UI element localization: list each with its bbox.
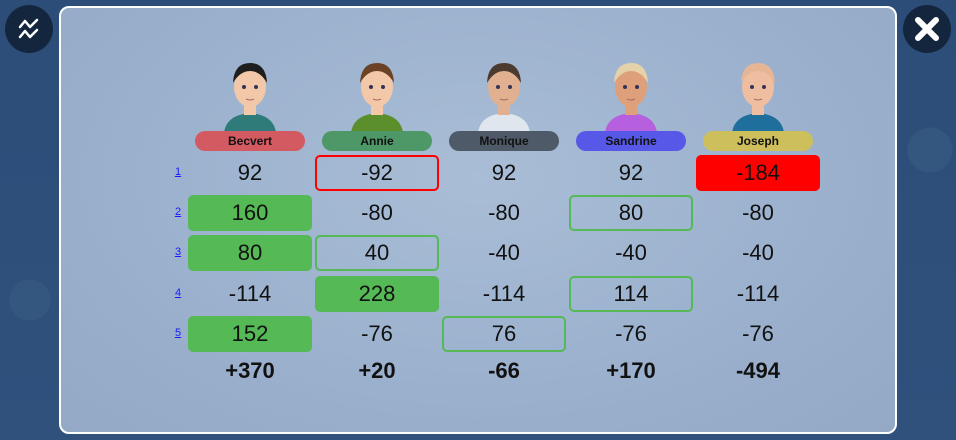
score-cell: -114	[482, 281, 526, 306]
score-cell: -40	[742, 240, 774, 265]
chart-button[interactable]	[5, 5, 53, 53]
chart-icon	[18, 18, 39, 39]
score-cell: 40	[315, 235, 439, 271]
player-avatar	[591, 55, 671, 133]
player-name-annie: Annie	[322, 131, 432, 151]
score-cell: -80	[488, 200, 520, 225]
round-link[interactable]: 4	[174, 287, 182, 299]
score-cell: -80	[742, 200, 774, 225]
score-cell: 114	[569, 276, 693, 312]
player-name-sandrine: Sandrine	[576, 131, 686, 151]
score-cell: 228	[315, 276, 439, 312]
close-icon	[915, 17, 939, 41]
score-cell: 92	[491, 160, 517, 185]
total-score: -494	[735, 358, 781, 383]
score-cell: 92	[237, 160, 263, 185]
player-name-joseph: Joseph	[703, 131, 813, 151]
score-cell: -80	[361, 200, 393, 225]
player-avatar	[337, 55, 417, 133]
total-score: -66	[488, 358, 520, 383]
round-link[interactable]: 5	[174, 327, 182, 339]
score-cell: 80	[569, 195, 693, 231]
score-cell: 76	[442, 316, 566, 352]
score-cell: 160	[188, 195, 312, 231]
score-cell: 152	[188, 316, 312, 352]
total-score: +370	[225, 358, 275, 383]
score-cell: -76	[361, 321, 393, 346]
player-name-monique: Monique	[449, 131, 559, 151]
score-cell: -184	[696, 155, 820, 191]
total-score: +170	[606, 358, 656, 383]
score-cell: -40	[488, 240, 520, 265]
player-avatar	[210, 55, 290, 133]
score-cell: -114	[736, 281, 780, 306]
player-avatar	[464, 55, 544, 133]
score-cell: 92	[618, 160, 644, 185]
player-avatar	[718, 55, 798, 133]
player-name-becvert: Becvert	[195, 131, 305, 151]
score-cell: -76	[615, 321, 647, 346]
total-score: +20	[358, 358, 396, 383]
close-button[interactable]	[903, 5, 951, 53]
round-link[interactable]: 1	[174, 166, 182, 178]
score-cell: 80	[188, 235, 312, 271]
score-cell: -40	[615, 240, 647, 265]
score-cell: -76	[742, 321, 774, 346]
score-cell: -114	[228, 281, 272, 306]
round-link[interactable]: 2	[174, 206, 182, 218]
round-link[interactable]: 3	[174, 246, 182, 258]
score-cell: -92	[315, 155, 439, 191]
